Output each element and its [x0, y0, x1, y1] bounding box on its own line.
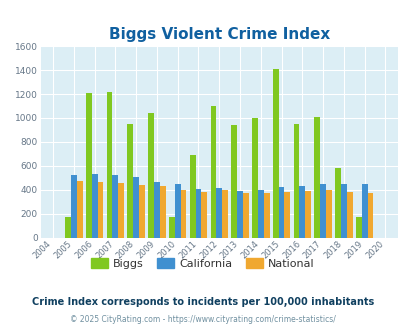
Bar: [216, 188, 222, 238]
Text: Crime Index corresponds to incidents per 100,000 inhabitants: Crime Index corresponds to incidents per…: [32, 297, 373, 307]
Bar: [278, 187, 284, 238]
Bar: [284, 191, 290, 238]
Bar: [293, 124, 298, 238]
Bar: [153, 182, 160, 238]
Bar: [263, 193, 269, 238]
Bar: [180, 190, 186, 238]
Bar: [242, 193, 248, 238]
Bar: [86, 93, 92, 238]
Bar: [257, 190, 263, 238]
Bar: [210, 106, 216, 238]
Bar: [133, 177, 139, 238]
Bar: [355, 217, 361, 238]
Bar: [305, 191, 310, 238]
Title: Biggs Violent Crime Index: Biggs Violent Crime Index: [109, 27, 329, 42]
Bar: [148, 113, 153, 238]
Bar: [346, 191, 352, 238]
Bar: [107, 92, 112, 238]
Bar: [65, 217, 71, 238]
Bar: [298, 186, 305, 238]
Bar: [201, 191, 207, 238]
Bar: [252, 118, 257, 238]
Bar: [189, 155, 195, 238]
Bar: [334, 168, 340, 238]
Bar: [320, 184, 325, 238]
Bar: [97, 182, 103, 238]
Bar: [71, 175, 77, 238]
Legend: Biggs, California, National: Biggs, California, National: [86, 254, 319, 273]
Bar: [325, 190, 331, 238]
Bar: [272, 69, 278, 238]
Bar: [160, 186, 165, 238]
Bar: [168, 217, 175, 238]
Bar: [139, 185, 145, 238]
Bar: [118, 183, 124, 238]
Bar: [361, 184, 367, 238]
Bar: [340, 184, 346, 238]
Bar: [112, 175, 118, 238]
Bar: [237, 191, 242, 238]
Bar: [313, 117, 320, 238]
Bar: [367, 193, 373, 238]
Bar: [231, 124, 237, 238]
Bar: [175, 184, 180, 238]
Bar: [77, 182, 82, 238]
Bar: [222, 190, 227, 238]
Bar: [127, 124, 133, 238]
Bar: [92, 174, 97, 238]
Bar: [195, 188, 201, 238]
Text: © 2025 CityRating.com - https://www.cityrating.com/crime-statistics/: © 2025 CityRating.com - https://www.city…: [70, 315, 335, 324]
